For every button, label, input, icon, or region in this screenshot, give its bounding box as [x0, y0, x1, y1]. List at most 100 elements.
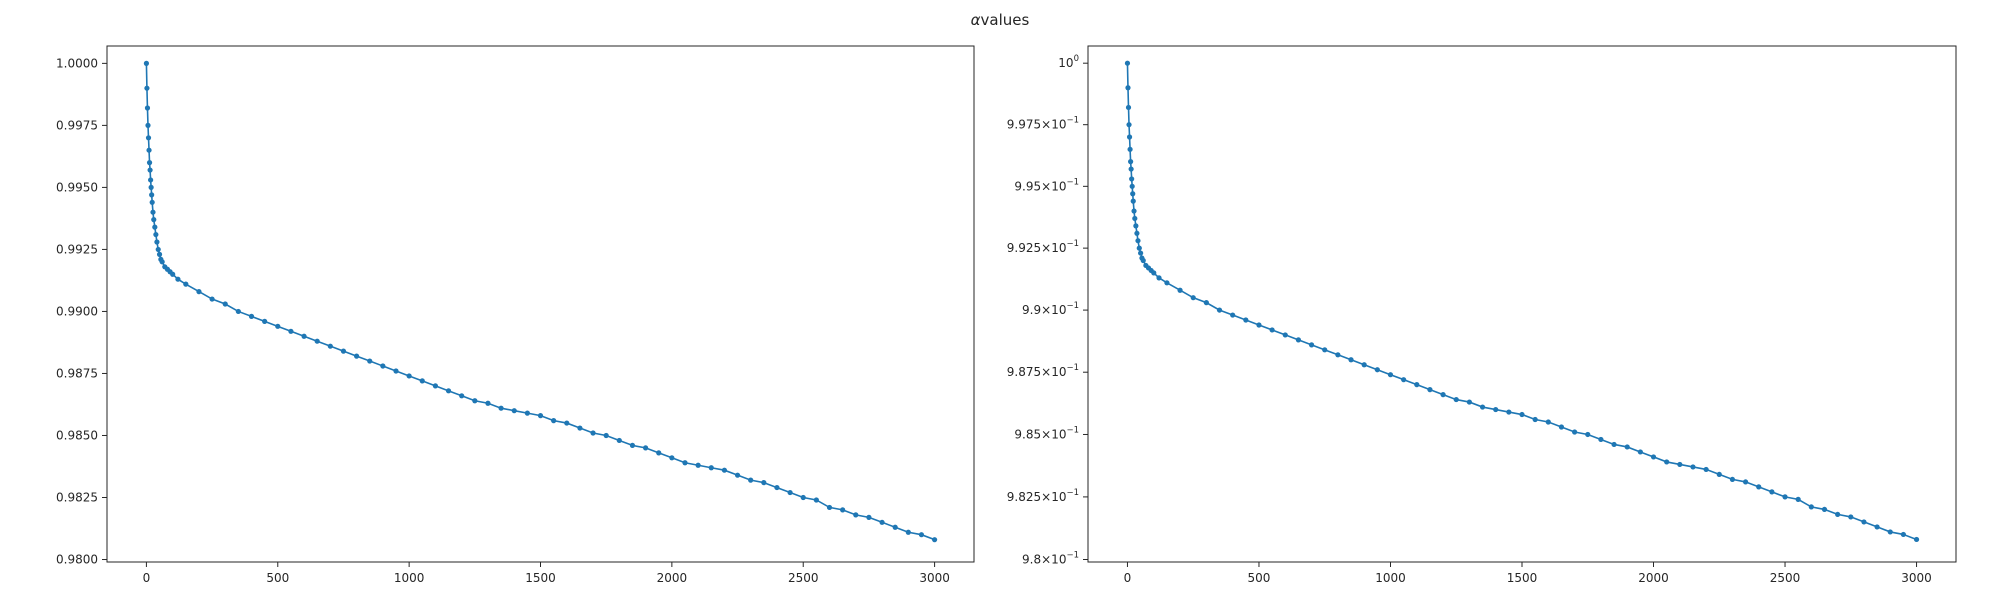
- x-tick-label: 3000: [1901, 571, 1932, 585]
- data-point: [1598, 436, 1604, 443]
- data-point: [1874, 524, 1880, 530]
- data-point: [1129, 176, 1135, 182]
- y-tick-label: 9.925×10−1: [1007, 239, 1079, 255]
- data-point: [1295, 337, 1302, 343]
- data-point: [1440, 392, 1446, 398]
- data-point: [170, 271, 176, 277]
- data-point: [1140, 257, 1146, 264]
- data-point: [445, 388, 452, 394]
- data-point: [734, 472, 741, 478]
- data-point: [222, 301, 228, 307]
- data-point: [275, 323, 281, 329]
- data-point: [787, 489, 793, 496]
- data-point: [1716, 471, 1722, 478]
- data-point: [603, 432, 609, 439]
- axes-frame: [106, 45, 975, 563]
- data-point: [1203, 300, 1209, 306]
- y-tick-label: 1.0000: [56, 56, 98, 70]
- data-point: [1127, 146, 1133, 152]
- data-point: [1677, 461, 1683, 468]
- linear-axes: 0 500 1000 1500 2000 2500 3000 0.9800 0.9825 0.98…: [56, 45, 975, 585]
- data-point: [485, 400, 491, 406]
- data-point: [196, 289, 202, 295]
- data-point: [353, 353, 360, 359]
- data-point: [1401, 377, 1407, 383]
- data-point: [146, 160, 153, 166]
- x-tick-label: 1500: [525, 571, 556, 585]
- data-point: [367, 358, 373, 364]
- data-point: [1216, 307, 1223, 313]
- data-point: [1703, 466, 1709, 473]
- axes-frame: [1087, 45, 1957, 563]
- data-point: [1572, 429, 1578, 435]
- data-point: [1124, 60, 1131, 66]
- data-point: [1322, 347, 1328, 353]
- data-point: [1545, 419, 1551, 425]
- data-point: [498, 405, 504, 411]
- data-point: [459, 393, 465, 399]
- data-point: [1243, 317, 1249, 323]
- title-symbol: α: [971, 11, 981, 29]
- data-point: [1374, 367, 1380, 373]
- data-point: [1130, 198, 1136, 204]
- data-point: [813, 497, 819, 503]
- data-point: [721, 467, 728, 473]
- data-point: [1126, 122, 1132, 128]
- data-point: [761, 480, 767, 486]
- data-point: [1506, 409, 1512, 415]
- data-point: [748, 477, 754, 483]
- data-point: [1164, 280, 1170, 286]
- data-point: [1387, 372, 1394, 378]
- y-tick-label: 0.9975: [56, 118, 98, 132]
- y-tick-label: 9.85×10−1: [1014, 425, 1079, 441]
- data-point: [1125, 104, 1132, 111]
- data-point: [1624, 444, 1630, 450]
- x-tick-label: 500: [266, 571, 289, 585]
- data-point: [288, 328, 294, 334]
- data-point: [892, 524, 898, 530]
- log-axes: 0 500 1000 1500 2000 2500 3000 9.8×10−1 9.825×10…: [1007, 45, 1957, 585]
- data-point: [1414, 382, 1420, 388]
- data-point: [1861, 519, 1867, 525]
- y-tick-label: 9.8×10−1: [1022, 550, 1079, 566]
- x-tick-label: 1000: [394, 571, 425, 585]
- data-point: [248, 313, 255, 319]
- data-point: [1132, 215, 1138, 222]
- data-point: [1558, 424, 1565, 430]
- data-point: [1835, 511, 1841, 518]
- data-point: [1128, 159, 1134, 165]
- data-point: [800, 494, 806, 501]
- data-point: [642, 445, 649, 451]
- x-tick-label: 2000: [1638, 571, 1669, 585]
- data-point: [1177, 287, 1183, 293]
- data-point: [826, 504, 833, 511]
- data-point: [840, 507, 846, 513]
- data-point: [432, 383, 439, 389]
- data-point: [866, 514, 872, 520]
- x-tick-label: 2000: [657, 571, 688, 585]
- data-point: [853, 512, 859, 518]
- y-tick-label: 0.9925: [56, 242, 98, 256]
- y-tick-label: 0.9950: [56, 180, 98, 194]
- data-point: [1361, 362, 1367, 368]
- data-point: [393, 368, 399, 374]
- data-point: [155, 246, 161, 253]
- x-tick-label: 2500: [1770, 571, 1801, 585]
- y-tick-label: 0.9900: [56, 304, 98, 318]
- data-point: [1913, 536, 1920, 543]
- data-point: [175, 276, 181, 282]
- data-point: [1769, 489, 1775, 495]
- data-point: [145, 135, 152, 141]
- data-point: [301, 333, 307, 339]
- data-point: [1453, 396, 1459, 403]
- data-point: [551, 418, 557, 424]
- title-text: values: [981, 11, 1030, 29]
- data-point: [156, 251, 163, 257]
- data-point: [1900, 531, 1906, 538]
- data-point: [1664, 459, 1670, 465]
- x-tick-label: 1500: [1507, 571, 1538, 585]
- y-tick-label: 0.9825: [56, 491, 98, 505]
- y-tick-label: 9.9×10−1: [1022, 301, 1079, 317]
- x-tick-label: 2500: [788, 571, 819, 585]
